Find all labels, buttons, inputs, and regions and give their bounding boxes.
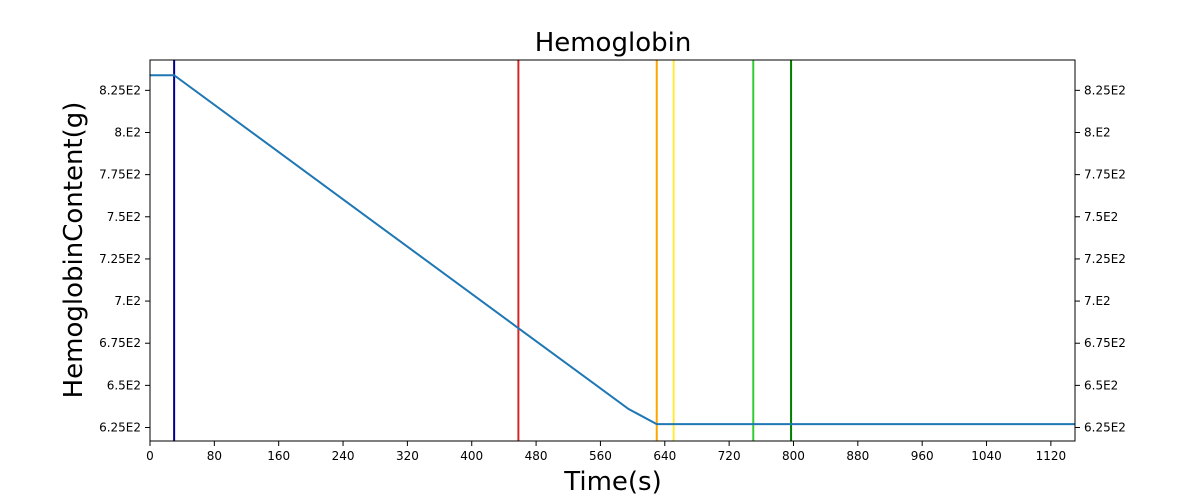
y-tick-label-left: 8.25E2	[99, 83, 141, 97]
y-tick-label-right: 8.E2	[1084, 125, 1111, 139]
y-tick-label-right: 6.5E2	[1084, 378, 1118, 392]
x-tick-label: 240	[332, 449, 355, 463]
x-tick-label: 1040	[971, 449, 1002, 463]
x-tick-label: 880	[846, 449, 869, 463]
y-tick-label-right: 6.25E2	[1084, 421, 1126, 435]
y-tick-label-left: 6.5E2	[107, 378, 141, 392]
y-axis: 6.25E2 6.25E2 6.5E2 6.5E2 6.75E2 6.75E2 7.E2 7.…	[99, 83, 1126, 434]
y-tick-label-left: 7.E2	[114, 294, 141, 308]
y-tick-label-right: 7.5E2	[1084, 210, 1118, 224]
x-axis-label: Time(s)	[563, 467, 661, 496]
x-tick-label: 640	[653, 449, 676, 463]
y-tick-label-left: 7.75E2	[99, 168, 141, 182]
y-tick-label-right: 6.75E2	[1084, 336, 1126, 350]
y-tick-label-left: 7.25E2	[99, 252, 141, 266]
y-tick-label-right: 8.25E2	[1084, 83, 1126, 97]
y-tick-label-right: 7.E2	[1084, 294, 1111, 308]
x-tick-label: 480	[525, 449, 548, 463]
y-tick-label-right: 7.25E2	[1084, 252, 1126, 266]
y-tick-label-left: 7.5E2	[107, 210, 141, 224]
x-tick-label: 0	[146, 449, 154, 463]
x-tick-label: 320	[396, 449, 419, 463]
x-tick-label: 160	[267, 449, 290, 463]
y-tick-label-right: 7.75E2	[1084, 168, 1126, 182]
series-line-1	[150, 74, 1075, 426]
series-layer	[150, 74, 1075, 426]
x-tick-label: 960	[911, 449, 934, 463]
x-tick-label: 80	[207, 449, 222, 463]
y-tick-label-left: 8.E2	[114, 125, 141, 139]
x-axis: 0 80 160 240 320 400 480 560 640 720 800 880 960 1040…	[146, 441, 1066, 463]
y-axis-label: HemoglobinContent(g)	[59, 102, 89, 399]
y-tick-label-left: 6.75E2	[99, 336, 141, 350]
event-lines	[173, 60, 793, 441]
y-tick-label-left: 6.25E2	[99, 421, 141, 435]
x-tick-label: 720	[718, 449, 741, 463]
x-tick-label: 560	[589, 449, 612, 463]
x-tick-label: 800	[782, 449, 805, 463]
chart-title: Hemoglobin	[535, 28, 692, 58]
plot-frame	[149, 59, 1076, 442]
x-tick-label: 400	[460, 449, 483, 463]
x-tick-label: 1120	[1036, 449, 1067, 463]
